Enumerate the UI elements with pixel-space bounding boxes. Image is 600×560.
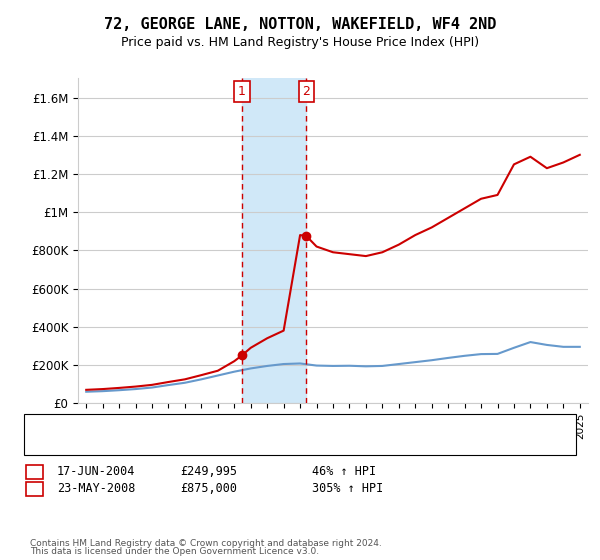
Text: £875,000: £875,000 (180, 482, 237, 495)
Bar (242, 78, 307, 403)
Text: This data is licensed under the Open Government Licence v3.0.: This data is licensed under the Open Gov… (30, 547, 319, 556)
Text: 46% ↑ HPI: 46% ↑ HPI (312, 465, 376, 478)
Text: ─────: ───── (51, 431, 89, 445)
Text: ─────: ───── (51, 417, 89, 431)
Text: 23-MAY-2008: 23-MAY-2008 (57, 482, 136, 495)
Text: 17-JUN-2004: 17-JUN-2004 (57, 465, 136, 478)
Text: 2: 2 (302, 85, 310, 98)
Text: HPI: Average price, detached house, Wakefield: HPI: Average price, detached house, Wake… (93, 433, 354, 443)
Text: 305% ↑ HPI: 305% ↑ HPI (312, 482, 383, 495)
Text: 1: 1 (31, 465, 39, 478)
Text: £249,995: £249,995 (180, 465, 237, 478)
Text: 1: 1 (238, 85, 246, 98)
Text: 72, GEORGE LANE, NOTTON, WAKEFIELD, WF4 2ND (detached house): 72, GEORGE LANE, NOTTON, WAKEFIELD, WF4 … (93, 419, 481, 429)
Text: 72, GEORGE LANE, NOTTON, WAKEFIELD, WF4 2ND: 72, GEORGE LANE, NOTTON, WAKEFIELD, WF4 … (104, 17, 496, 32)
Text: 2: 2 (31, 482, 39, 495)
Text: Price paid vs. HM Land Registry's House Price Index (HPI): Price paid vs. HM Land Registry's House … (121, 36, 479, 49)
Text: Contains HM Land Registry data © Crown copyright and database right 2024.: Contains HM Land Registry data © Crown c… (30, 539, 382, 548)
